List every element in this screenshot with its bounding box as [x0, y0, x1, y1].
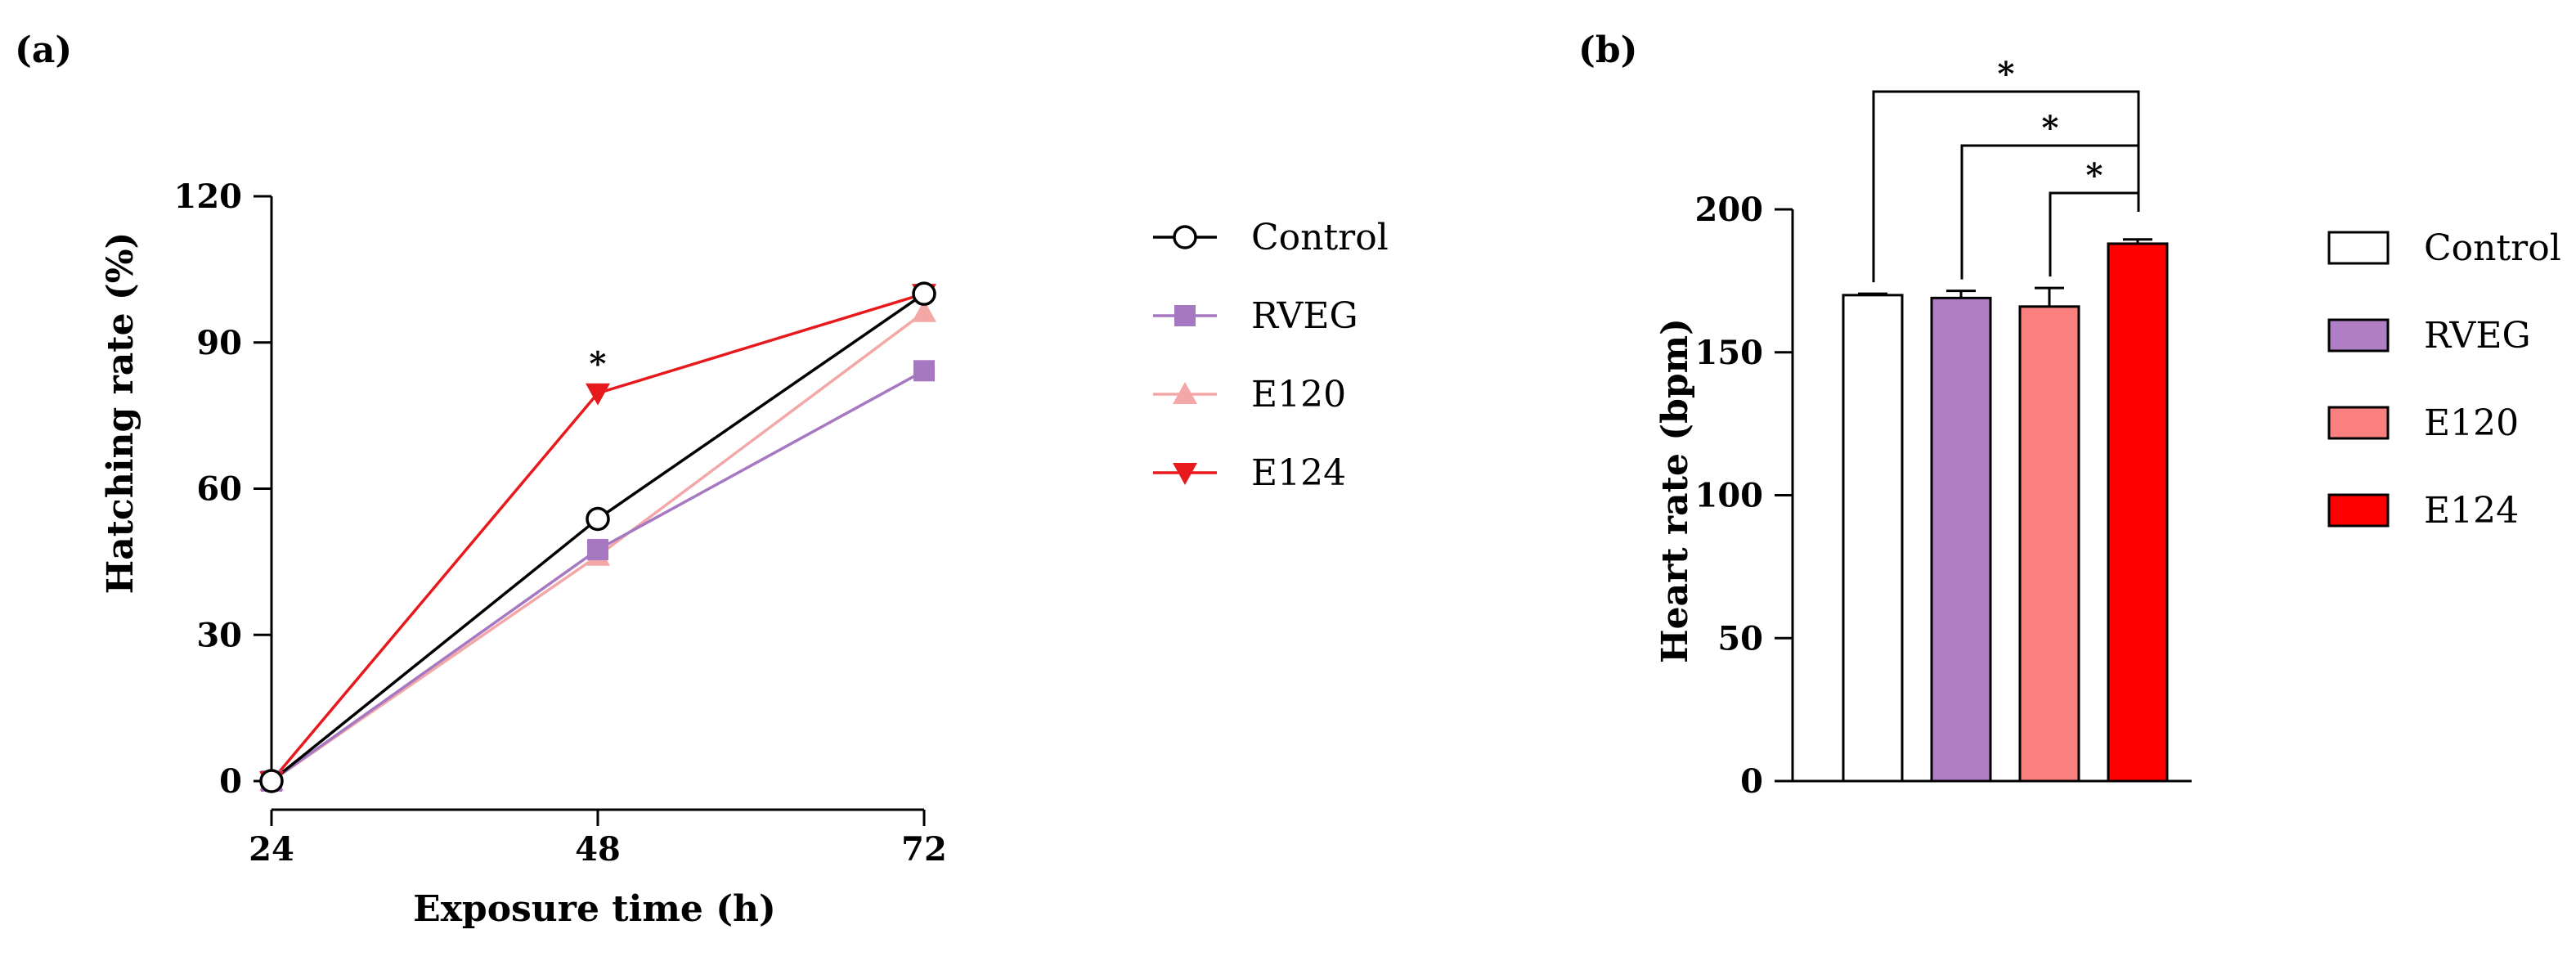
panel-b-legend: Control RVEG E120 E124	[2327, 227, 2561, 532]
panel-b-y-axis-label: Heart rate (bpm)	[1654, 318, 1696, 663]
panel-a-x-tick-label: 72	[901, 830, 947, 869]
data-point-control	[586, 506, 610, 532]
legend-marker-e124	[1173, 463, 1197, 485]
legend-label-e124: E124	[1251, 452, 1346, 494]
legend-label-control: Control	[2424, 227, 2561, 269]
panel-a-y-tick-label: 60	[196, 470, 242, 509]
data-point-control	[912, 281, 936, 306]
legend-label-rveg: RVEG	[1251, 295, 1358, 337]
significance-asterisk: *	[2042, 109, 2059, 147]
panel-b-y-tick-label: 200	[1695, 191, 1764, 229]
bar-control	[1842, 294, 1904, 783]
legend-label-e124: E124	[2424, 490, 2519, 532]
significance-asterisk: *	[2086, 156, 2103, 195]
panel-b-bar-chart: (b) Heart rate (bpm) 0 50 100 150 200 * * * Co…	[1578, 29, 2561, 801]
panel-b-label: (b)	[1578, 29, 1637, 71]
legend-swatch-control	[2327, 231, 2390, 265]
legend-label-rveg: RVEG	[2424, 315, 2531, 357]
significance-asterisk: *	[590, 345, 607, 384]
panel-b-y-tick-label: 50	[1717, 619, 1763, 658]
panel-a-series	[259, 281, 936, 793]
panel-a-y-axis-label: Hatching rate (%)	[100, 232, 141, 595]
data-point-control	[259, 769, 284, 793]
panel-a-y-tick-label: 0	[219, 762, 242, 801]
legend-label-e120: E120	[1251, 374, 1346, 415]
panel-b-axes: 0 50 100 150 200	[1695, 191, 2192, 801]
legend-label-e120: E120	[2424, 402, 2519, 444]
bar-e120	[2018, 305, 2080, 783]
panel-b-bars	[1842, 238, 2169, 783]
panel-a-x-axis-label: Exposure time (h)	[413, 888, 776, 930]
significance-bracket	[2049, 191, 2140, 277]
data-point-rveg	[913, 360, 935, 382]
legend-label-control: Control	[1251, 217, 1389, 258]
legend-swatch-e124	[2327, 493, 2390, 528]
legend-swatch-e120	[2327, 406, 2390, 440]
series-line-rveg	[270, 369, 925, 783]
legend-swatch-rveg	[2327, 318, 2390, 353]
panel-a-axes: 0 30 60 90 120 24 48 72	[174, 177, 947, 869]
significance-asterisk: *	[1998, 55, 2015, 93]
legend-marker-e120	[1173, 382, 1197, 404]
significance-bracket	[1960, 144, 2140, 280]
panel-a-x-tick-label: 48	[575, 830, 621, 869]
panel-a-annotations: *	[590, 345, 607, 384]
panel-a-label: (a)	[15, 29, 72, 71]
panel-a-x-tick-label: 24	[249, 830, 294, 869]
legend-marker-control	[1173, 225, 1197, 249]
data-point-e120	[912, 299, 936, 322]
panel-a-y-tick-label: 90	[196, 324, 242, 362]
panel-b-significance-brackets: * * *	[1872, 55, 2140, 283]
legend-marker-rveg	[1174, 305, 1196, 326]
panel-b-y-tick-label: 100	[1695, 477, 1764, 515]
panel-a-line-chart: (a) Hatching rate (%) Exposure time (h) …	[15, 29, 1389, 930]
panel-b-y-tick-label: 0	[1740, 762, 1763, 801]
bar-rveg	[1930, 296, 1992, 783]
data-point-rveg	[587, 538, 608, 560]
panel-a-y-tick-label: 30	[196, 616, 242, 654]
bar-e124	[2107, 242, 2169, 783]
panel-a-legend: Control RVEG E120 E124	[1153, 217, 1389, 494]
panel-a-y-tick-label: 120	[174, 177, 243, 216]
data-point-e124	[586, 383, 610, 406]
panel-b-y-tick-label: 150	[1695, 334, 1764, 372]
